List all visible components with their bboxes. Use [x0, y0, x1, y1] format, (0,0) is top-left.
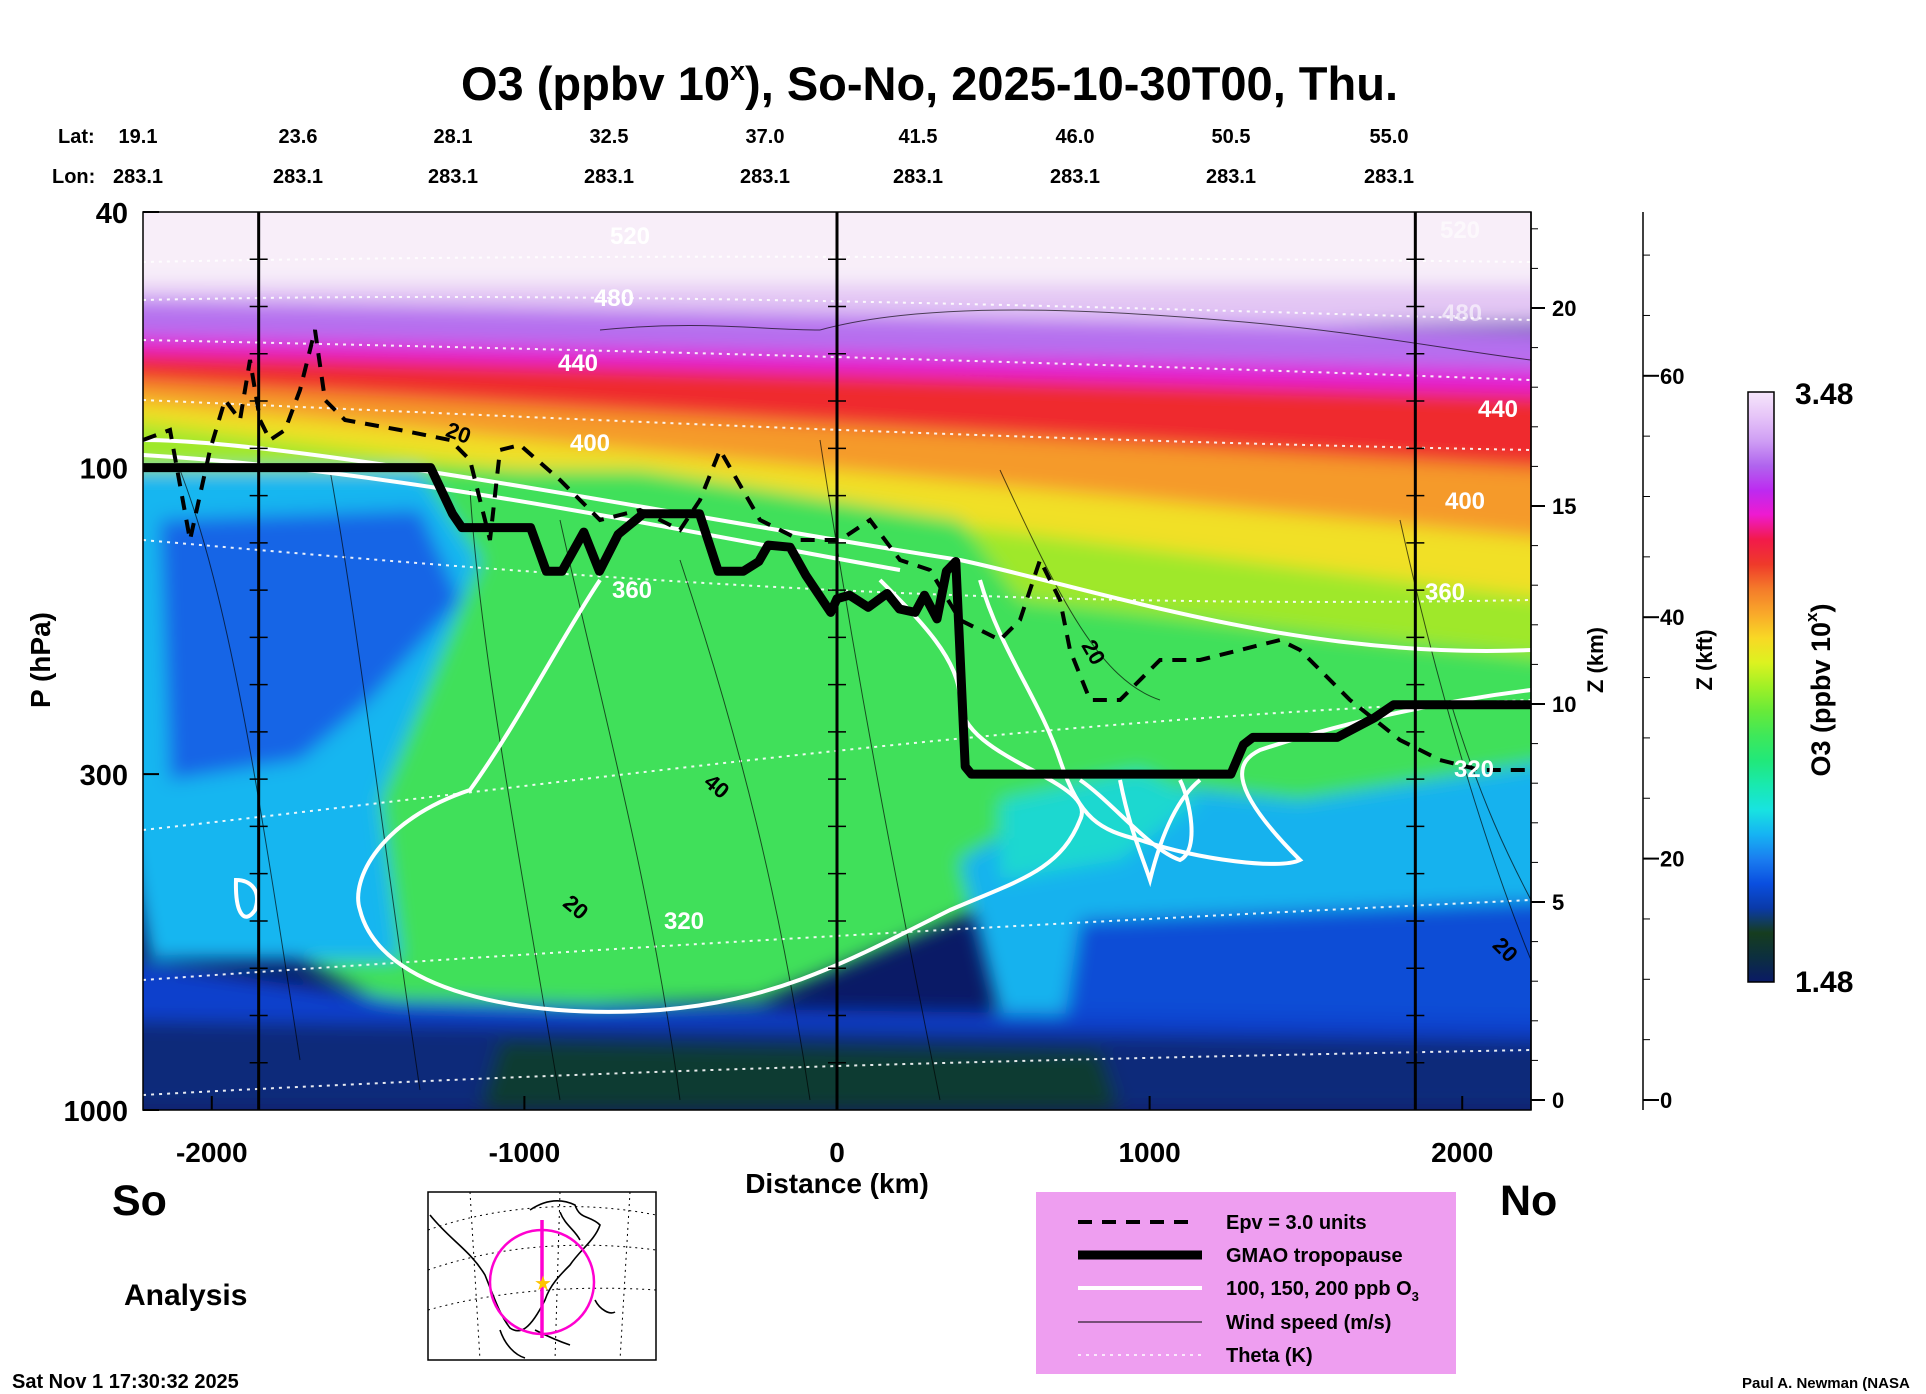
- lon-axis-label: Lon:: [52, 166, 95, 188]
- theta-contour-label: 400: [1445, 488, 1485, 515]
- lat-tick-label: 46.0: [1056, 126, 1095, 148]
- field-darkgreen-bottom: [480, 1040, 1120, 1110]
- x-tick-label: 0: [829, 1137, 845, 1168]
- lon-tick-label: 283.1: [740, 166, 790, 188]
- z-kft-tick-label: 0: [1660, 1088, 1672, 1113]
- z-km-tick-label: 20: [1552, 296, 1576, 321]
- lat-tick-label: 28.1: [434, 126, 473, 148]
- x-axis-title: Distance (km): [745, 1168, 929, 1199]
- timestamp: Sat Nov 1 17:30:32 2025: [12, 1371, 239, 1393]
- lat-tick-label: 19.1: [119, 126, 158, 148]
- x-tick-label: 2000: [1431, 1137, 1493, 1168]
- lat-tick-label: 23.6: [279, 126, 318, 148]
- credit: Paul A. Newman (NASA: [1742, 1375, 1910, 1392]
- lat-tick-label: 37.0: [746, 126, 785, 148]
- y-tick-label: 1000: [63, 1096, 128, 1128]
- lon-tick-label: 283.1: [893, 166, 943, 188]
- plot-area: 5204804404003603204804404003603205202040…: [143, 212, 1531, 1110]
- lon-tick-label: 283.1: [1364, 166, 1414, 188]
- z-km-tick-label: 10: [1552, 692, 1576, 717]
- lat-tick-label: 41.5: [899, 126, 938, 148]
- theta-contour-label: 440: [1478, 396, 1518, 423]
- lon-tick-label: 283.1: [584, 166, 634, 188]
- legend: Epv = 3.0 units GMAO tropopause 100, 150…: [1036, 1192, 1456, 1374]
- south-label: So: [112, 1177, 167, 1225]
- theta-contour-label: 360: [1425, 579, 1465, 606]
- lat-tick-label: 50.5: [1212, 126, 1251, 148]
- inset-map: ★: [427, 1191, 657, 1361]
- field-blue-south: [160, 510, 460, 780]
- z-kft-tick-label: 40: [1660, 605, 1684, 630]
- y-tick-label: 100: [80, 454, 128, 486]
- legend-wind: Wind speed (m/s): [1226, 1312, 1391, 1334]
- theta-contour-label: 320: [664, 908, 704, 935]
- lat-tick-label: 32.5: [590, 126, 629, 148]
- theta-contour-label: 480: [594, 285, 634, 312]
- y-axis-title: P (hPa): [25, 612, 56, 708]
- epv-contour: [143, 329, 1531, 772]
- lat-axis-label: Lat:: [58, 126, 95, 148]
- north-label: No: [1500, 1177, 1557, 1225]
- z-km-tick-label: 0: [1552, 1088, 1564, 1113]
- theta-contour-label: 520: [1440, 217, 1480, 244]
- lon-tick-label: 283.1: [428, 166, 478, 188]
- legend-epv: Epv = 3.0 units: [1226, 1212, 1367, 1234]
- z-km-tick-label: 15: [1552, 494, 1576, 519]
- legend-theta: Theta (K): [1226, 1345, 1313, 1367]
- lon-tick-label: 283.1: [1206, 166, 1256, 188]
- field-green: [170, 470, 1531, 1010]
- lon-tick-label: 283.1: [1050, 166, 1100, 188]
- y-tick-label: 300: [80, 760, 128, 792]
- x-tick-label: 1000: [1118, 1137, 1180, 1168]
- theta-contour-label: 440: [558, 350, 598, 377]
- z-km-axis-title: Z (km): [1583, 627, 1608, 693]
- inset-center-star-icon: ★: [534, 1273, 552, 1295]
- z-kft-axis-title: Z (kft): [1692, 629, 1717, 690]
- colorbar-title: O3 (ppbv 10x): [1802, 603, 1836, 776]
- z-km-tick-label: 5: [1552, 890, 1564, 915]
- z-kft-tick-label: 60: [1660, 364, 1684, 389]
- colorbar-max-label: 3.48: [1795, 378, 1853, 411]
- analysis-label: Analysis: [124, 1279, 247, 1312]
- lon-tick-label: 283.1: [273, 166, 323, 188]
- legend-tropopause: GMAO tropopause: [1226, 1245, 1403, 1267]
- theta-contour-label: 320: [1454, 756, 1494, 783]
- tropopause-line: [143, 463, 1531, 779]
- colorbar: 3.48 1.48 O3 (ppbv 10x): [1747, 378, 1853, 999]
- lat-tick-label: 55.0: [1370, 126, 1409, 148]
- theta-contour-label: 360: [612, 577, 652, 604]
- lon-tick-label: 283.1: [113, 166, 163, 188]
- theta-contours: [143, 255, 1531, 1096]
- y-tick-label: 40: [96, 198, 128, 230]
- colorbar-min-label: 1.48: [1795, 966, 1853, 999]
- colorbar-gradient: [1747, 391, 1775, 983]
- x-tick-label: -2000: [176, 1137, 248, 1168]
- theta-contour-label: 400: [570, 430, 610, 457]
- theta-contour-label: 480: [1442, 300, 1482, 327]
- wind-contours: [179, 309, 1531, 1101]
- z-kft-tick-label: 20: [1660, 847, 1684, 872]
- chart-title: O3 (ppbv 10x), So-No, 2025-10-30T00, Thu…: [461, 56, 1398, 110]
- theta-contour-label: 520: [610, 223, 650, 250]
- legend-ozone: 100, 150, 200 ppb O3: [1226, 1278, 1419, 1304]
- x-tick-label: -1000: [489, 1137, 561, 1168]
